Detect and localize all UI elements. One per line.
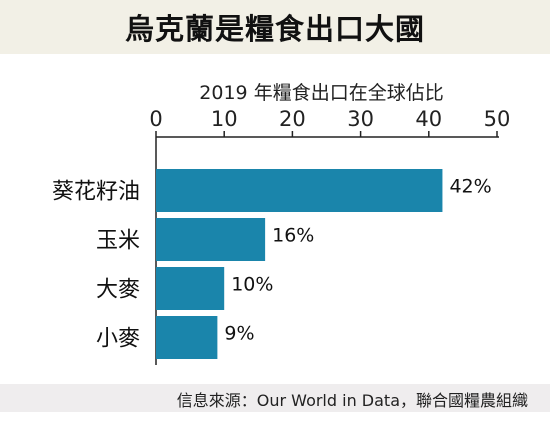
bar-4	[156, 316, 218, 359]
chart-title: 烏克蘭是糧食出口大國	[124, 12, 425, 46]
value-label: 42%	[449, 176, 491, 198]
bar-2	[156, 218, 266, 261]
category-label: 葵花籽油	[52, 180, 140, 205]
category-label: 玉米	[96, 229, 140, 254]
source-note: 信息來源：Our World in Data，聯合國糧農組織	[176, 391, 528, 410]
value-label: 10%	[231, 274, 273, 296]
x-tick-label: 40	[415, 107, 442, 131]
value-label: 9%	[224, 323, 254, 345]
category-label: 小麥	[96, 327, 140, 352]
axis-title: 2019 年糧食出口在全球佔比	[199, 82, 443, 104]
x-tick-label: 50	[484, 107, 511, 131]
x-tick-label: 0	[149, 107, 162, 131]
bar-3	[156, 267, 225, 310]
x-tick-label: 30	[347, 107, 374, 131]
bar-chart: 2019 年糧食出口在全球佔比 0 10 20 30 40 50 葵花籽油 42% 玉米 16% 大麥…	[52, 82, 511, 365]
x-tick-label: 10	[211, 107, 238, 131]
source-banner: 信息來源：Our World in Data，聯合國糧農組織	[0, 384, 550, 412]
title-banner: 烏克蘭是糧食出口大國	[0, 0, 550, 54]
bar-1	[156, 169, 443, 212]
x-tick-label: 20	[279, 107, 306, 131]
value-label: 16%	[272, 225, 314, 247]
category-label: 大麥	[96, 278, 140, 303]
